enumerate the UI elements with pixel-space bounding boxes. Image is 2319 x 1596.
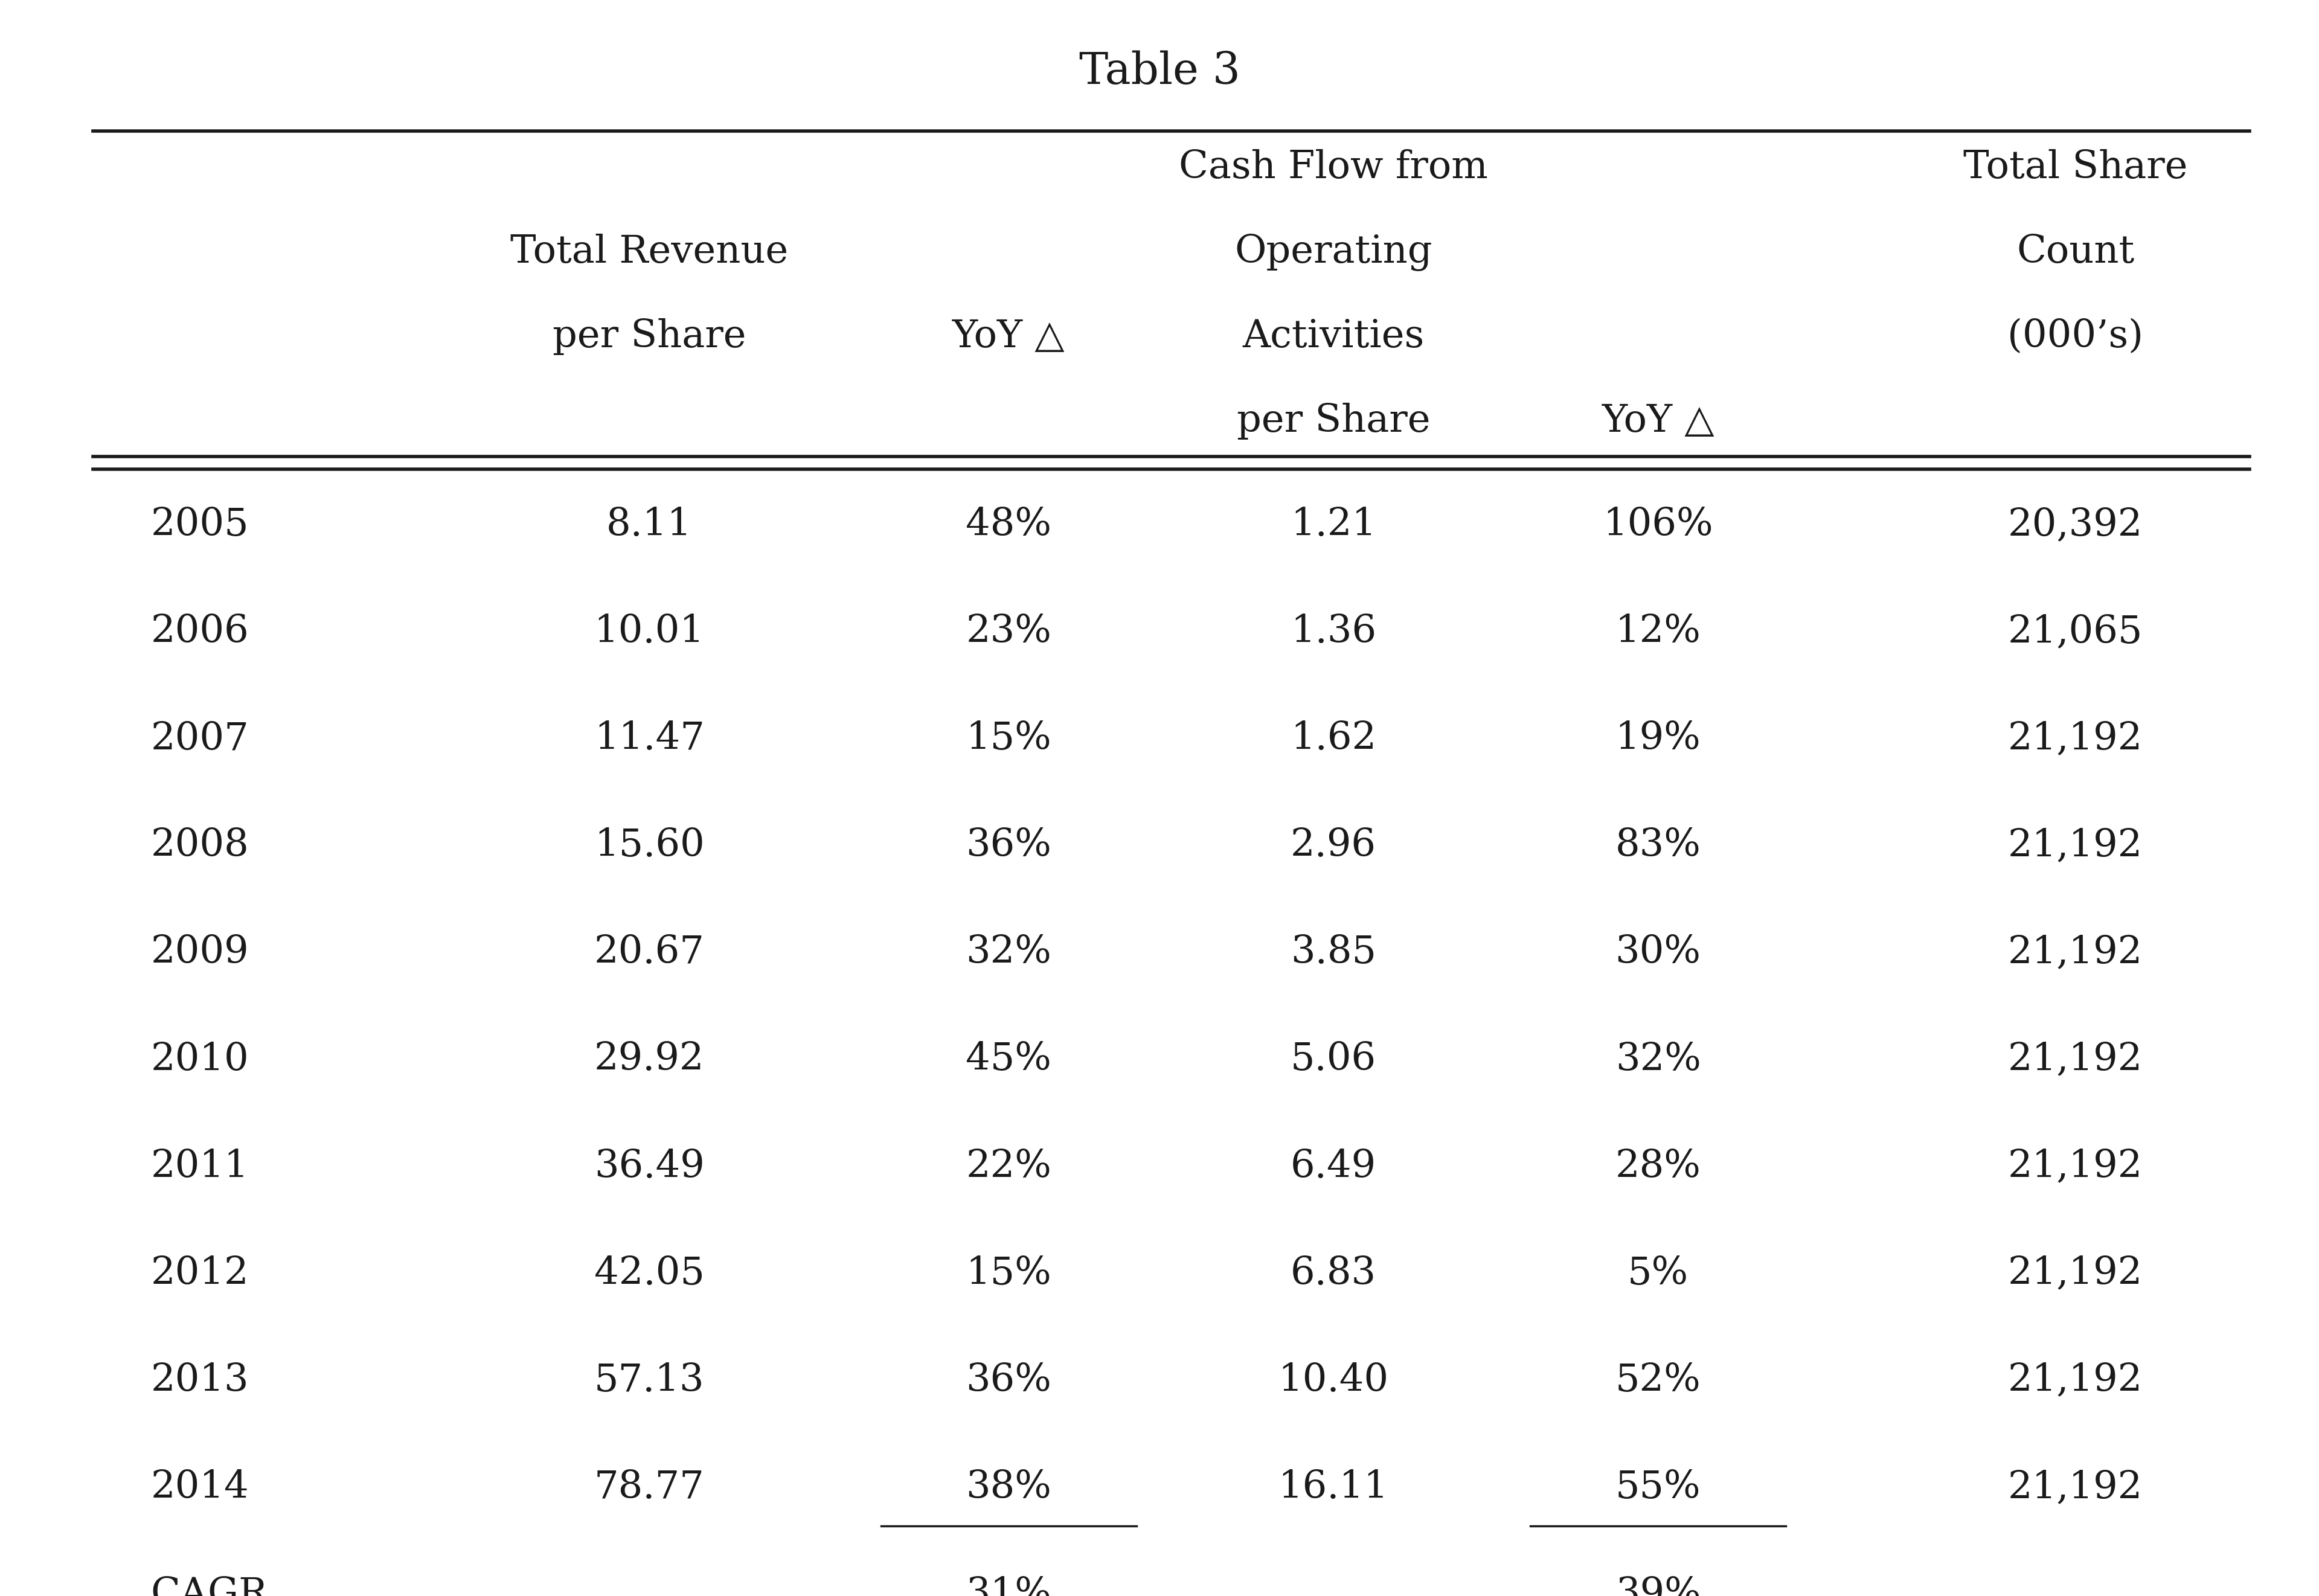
Text: 20,392: 20,392: [2008, 506, 2143, 544]
Text: 21,192: 21,192: [2008, 1148, 2143, 1186]
Text: 48%: 48%: [967, 506, 1051, 544]
Text: 2012: 2012: [151, 1254, 248, 1293]
Text: Table 3: Table 3: [1078, 51, 1241, 93]
Text: 21,065: 21,065: [2008, 613, 2143, 651]
Text: (000’s): (000’s): [2008, 318, 2143, 356]
Text: 45%: 45%: [967, 1041, 1051, 1079]
Text: 5%: 5%: [1628, 1254, 1688, 1293]
Text: 1.36: 1.36: [1289, 613, 1377, 651]
Text: Total Revenue: Total Revenue: [510, 233, 788, 271]
Text: 2008: 2008: [151, 827, 248, 865]
Text: 6.83: 6.83: [1289, 1254, 1377, 1293]
Text: 21,192: 21,192: [2008, 934, 2143, 972]
Text: Activities: Activities: [1243, 318, 1424, 356]
Text: YoY △: YoY △: [953, 318, 1064, 356]
Text: 1.62: 1.62: [1289, 720, 1377, 758]
Text: 21,192: 21,192: [2008, 827, 2143, 865]
Text: per Share: per Share: [552, 318, 747, 356]
Text: 21,192: 21,192: [2008, 1468, 2143, 1507]
Text: 83%: 83%: [1616, 827, 1700, 865]
Text: 28%: 28%: [1616, 1148, 1700, 1186]
Text: 38%: 38%: [967, 1468, 1051, 1507]
Text: per Share: per Share: [1236, 402, 1431, 440]
Text: 32%: 32%: [967, 934, 1051, 972]
Text: 15.60: 15.60: [594, 827, 705, 865]
Text: 2007: 2007: [151, 720, 248, 758]
Text: 31%: 31%: [967, 1575, 1051, 1596]
Text: 36.49: 36.49: [594, 1148, 705, 1186]
Text: 2014: 2014: [151, 1468, 248, 1507]
Text: Total Share: Total Share: [1964, 148, 2187, 187]
Text: 78.77: 78.77: [594, 1468, 705, 1507]
Text: 2.96: 2.96: [1292, 827, 1375, 865]
Text: 11.47: 11.47: [594, 720, 705, 758]
Text: 2013: 2013: [151, 1361, 248, 1400]
Text: 12%: 12%: [1616, 613, 1700, 651]
Text: 19%: 19%: [1616, 720, 1700, 758]
Text: 36%: 36%: [967, 1361, 1051, 1400]
Text: Cash Flow from: Cash Flow from: [1178, 148, 1489, 187]
Text: 1.21: 1.21: [1289, 506, 1377, 544]
Text: 39%: 39%: [1616, 1575, 1700, 1596]
Text: 36%: 36%: [967, 827, 1051, 865]
Text: 2009: 2009: [151, 934, 248, 972]
Text: 2011: 2011: [151, 1148, 248, 1186]
Text: 32%: 32%: [1616, 1041, 1700, 1079]
Text: Count: Count: [2018, 233, 2133, 271]
Text: 5.06: 5.06: [1289, 1041, 1377, 1079]
Text: 15%: 15%: [967, 1254, 1051, 1293]
Text: 21,192: 21,192: [2008, 720, 2143, 758]
Text: 21,192: 21,192: [2008, 1254, 2143, 1293]
Text: 15%: 15%: [967, 720, 1051, 758]
Text: 23%: 23%: [967, 613, 1051, 651]
Text: CAGR: CAGR: [151, 1575, 269, 1596]
Text: 8.11: 8.11: [605, 506, 693, 544]
Text: 6.49: 6.49: [1289, 1148, 1377, 1186]
Text: 55%: 55%: [1616, 1468, 1700, 1507]
Text: 10.01: 10.01: [594, 613, 705, 651]
Text: 3.85: 3.85: [1292, 934, 1375, 972]
Text: 29.92: 29.92: [594, 1041, 705, 1079]
Text: 30%: 30%: [1616, 934, 1700, 972]
Text: 2006: 2006: [151, 613, 248, 651]
Text: 10.40: 10.40: [1278, 1361, 1389, 1400]
Text: 52%: 52%: [1616, 1361, 1700, 1400]
Text: YoY △: YoY △: [1602, 402, 1714, 440]
Text: 106%: 106%: [1602, 506, 1714, 544]
Text: 20.67: 20.67: [594, 934, 705, 972]
Text: 22%: 22%: [967, 1148, 1051, 1186]
Text: 42.05: 42.05: [594, 1254, 705, 1293]
Text: 2010: 2010: [151, 1041, 248, 1079]
Text: 21,192: 21,192: [2008, 1361, 2143, 1400]
Text: 2005: 2005: [151, 506, 248, 544]
Text: 57.13: 57.13: [594, 1361, 705, 1400]
Text: 21,192: 21,192: [2008, 1041, 2143, 1079]
Text: 16.11: 16.11: [1278, 1468, 1389, 1507]
Text: Operating: Operating: [1234, 233, 1433, 271]
